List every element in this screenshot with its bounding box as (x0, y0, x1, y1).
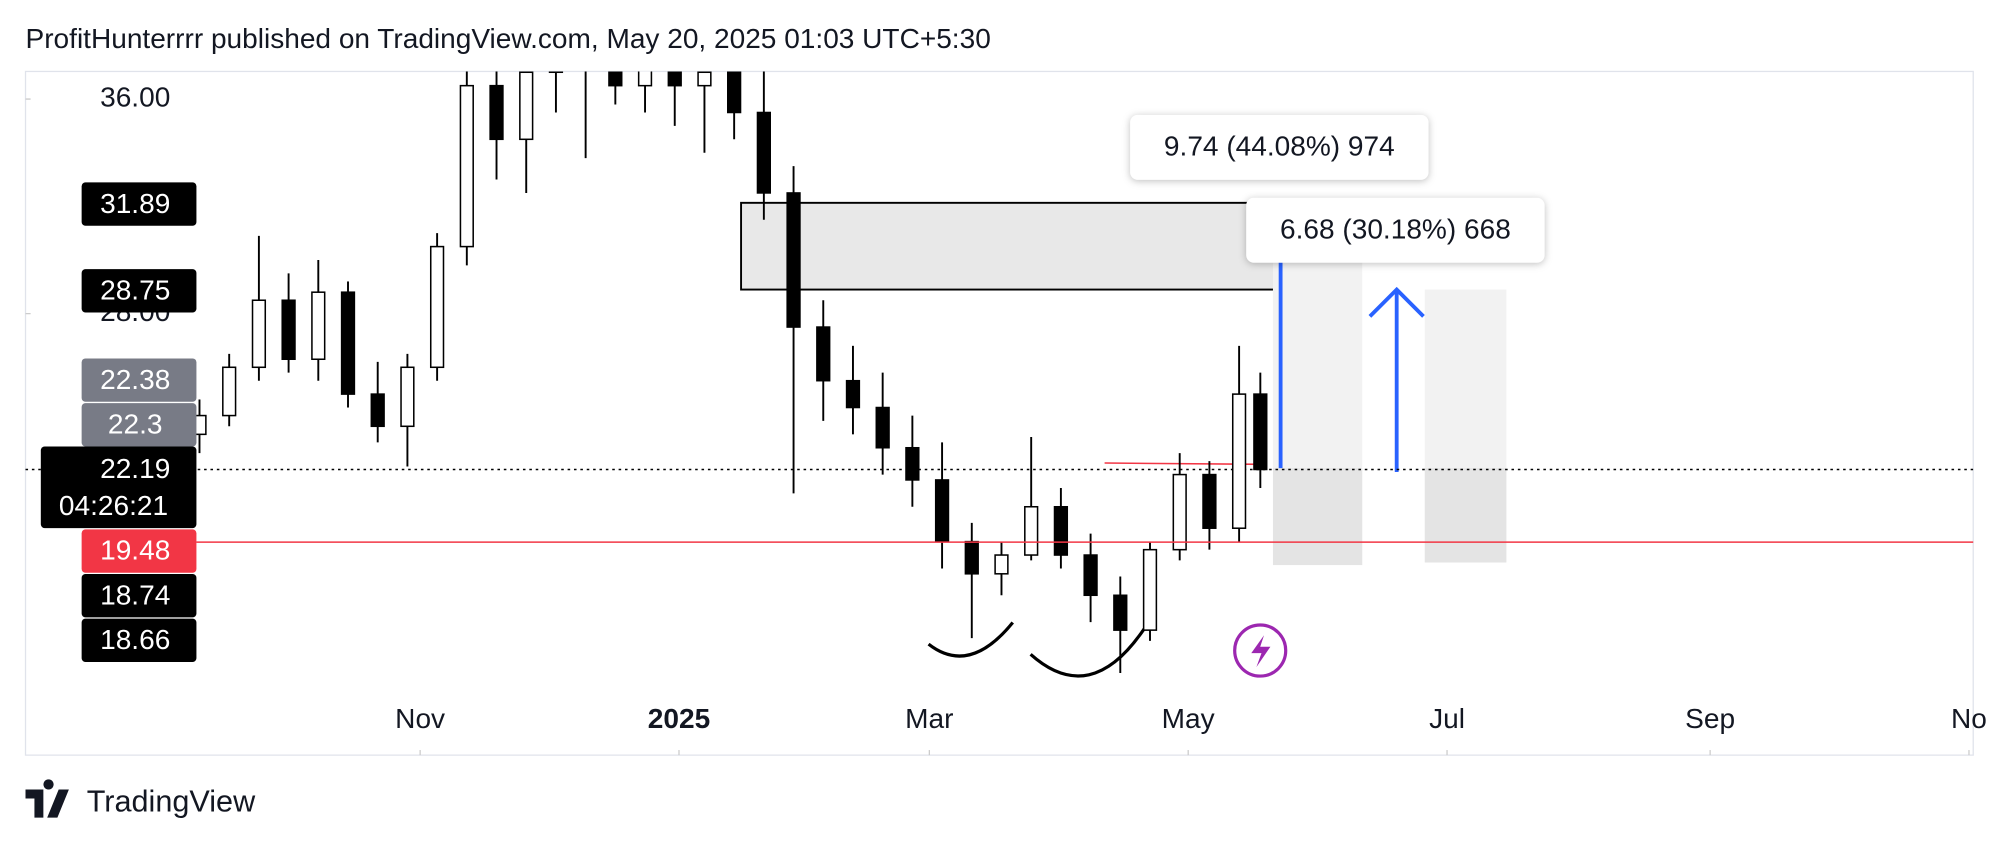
price-badge-label: 18.66 (100, 624, 170, 655)
x-tick-label: Jul (1429, 703, 1465, 734)
target-box (1424, 289, 1507, 469)
candle-body (994, 554, 1009, 575)
event-bolt (1251, 635, 1271, 668)
candle-body (370, 393, 385, 428)
candle-body (489, 84, 504, 141)
supply-zone (740, 201, 1338, 291)
candle-body (816, 326, 831, 382)
annotation-box (1246, 197, 1545, 263)
candle-body (667, 71, 682, 87)
x-tick-label: Nov (395, 703, 445, 734)
price-badge (81, 182, 197, 226)
brand-logo (25, 779, 69, 818)
candle-body (697, 71, 712, 87)
price-badge (81, 529, 197, 573)
candle-body (964, 540, 979, 575)
shoulder-curve (927, 621, 1014, 658)
x-tick-label: No (1951, 703, 1987, 734)
candle-body (875, 406, 890, 449)
stop-box (1424, 468, 1507, 563)
header-title: ProfitHunterrrr published on TradingView… (26, 23, 991, 54)
price-badge (81, 403, 197, 447)
price-badge (81, 618, 197, 663)
candle-body (1202, 473, 1217, 529)
annotation-box (1130, 114, 1429, 180)
candle-body (251, 299, 267, 369)
countdown: 04:26:21 (59, 490, 168, 521)
candle-body (845, 379, 861, 409)
price-badge-label: 28.75 (100, 275, 170, 306)
price-badge-label: 22.38 (100, 364, 170, 395)
price-badge-label: 22.19 (100, 453, 170, 484)
price-badge-label: 19.48 (100, 535, 170, 566)
candle-body (311, 291, 326, 361)
overlay: 9.74 (44.08%) 974 6.68 (30.18%) 668 (196, 114, 1974, 543)
price-badge (40, 446, 197, 529)
x-tick-label: May (1162, 703, 1215, 734)
candles (192, 71, 1268, 674)
candle-body (1024, 505, 1039, 556)
price-badge (81, 269, 197, 313)
x-tick-label: 2025 (648, 703, 710, 734)
candle-body (905, 446, 920, 481)
candle-body (1172, 473, 1187, 551)
candle-body (1231, 393, 1247, 529)
candle-body (519, 71, 534, 141)
candle-body (1053, 505, 1069, 556)
candle-body (786, 192, 801, 328)
annotation: 9.74 (44.08%) 974 (1164, 130, 1395, 161)
brand: TradingView (87, 785, 256, 819)
shoulder-curve (1029, 627, 1146, 678)
price-badge (81, 358, 197, 402)
price-badge-label: 18.74 (100, 579, 170, 610)
candle-body (1113, 594, 1128, 631)
candle-body (1083, 554, 1098, 597)
candle-body (934, 479, 950, 543)
candle-body (281, 299, 296, 361)
candle-body (548, 71, 564, 74)
candle-body (1253, 393, 1268, 471)
y-tick-label: 36.00 (100, 81, 170, 112)
price-badge (81, 574, 197, 618)
annotation: 6.68 (30.18%) 668 (1280, 213, 1511, 244)
candle-body (222, 366, 237, 417)
x-tick-label: Sep (1685, 703, 1735, 734)
candle-body (459, 84, 474, 248)
stop-box (1272, 468, 1363, 566)
price-badge-label: 22.3 (108, 408, 163, 439)
candle-body (340, 291, 356, 395)
candle-body (608, 71, 623, 87)
candle-body (727, 71, 742, 114)
candle-body (400, 366, 415, 428)
arrow-up (1368, 286, 1425, 472)
chart-frame (24, 70, 1974, 756)
x-tick-label: Mar (905, 703, 953, 734)
candle-body (1142, 548, 1158, 631)
price-badge-label: 31.89 (100, 188, 170, 219)
candle-body (756, 111, 771, 194)
candle-body (637, 71, 653, 87)
candle-body (429, 245, 445, 369)
